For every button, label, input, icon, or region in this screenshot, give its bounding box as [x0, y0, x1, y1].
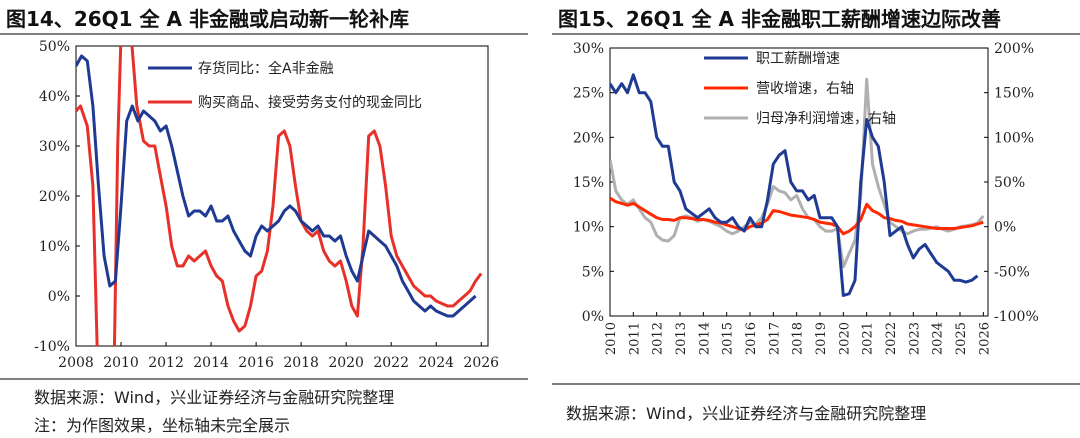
left-y-tick-label: 30%: [39, 139, 70, 155]
left-plot-frame: [75, 45, 489, 347]
right-source-note: 数据来源：Wind，兴业证券经济与金融研究院整理: [566, 404, 927, 423]
left-x-tick-label: 2012: [148, 355, 184, 371]
right-x-tick-label: 2026: [977, 322, 992, 355]
right-x-tick-label: 2011: [627, 322, 642, 355]
left-x-tick-label: 2018: [283, 355, 319, 371]
right-x-tick-label: 2019: [814, 322, 829, 355]
left-chart: -10% 0% 10% 20% 30% 40% 50% 2008 2010 2012 2014 201…: [34, 39, 499, 371]
right-x-tick-label: 2012: [651, 322, 666, 355]
left-x-tick-label: 2024: [418, 355, 454, 371]
wage-series-line: [610, 73, 979, 297]
right-right-y-tick-label: 150%: [994, 86, 1034, 102]
left-x-tick-label: 2022: [373, 355, 409, 371]
left-y-tick-label: 0%: [48, 289, 70, 305]
cash-payment-series-line: [76, 46, 483, 346]
right-title-rule: [552, 33, 1080, 35]
left-x-tick-label: 2008: [58, 355, 94, 371]
left-y-tick-label: 50%: [39, 39, 70, 55]
left-chart-title: 图14、26Q1 全 A 非金融或启动新一轮补库: [6, 7, 409, 31]
right-x-tick-label: 2025: [954, 322, 969, 355]
right-x-tick-label: 2013: [674, 322, 689, 355]
right-left-y-tick-label: 20%: [573, 130, 604, 146]
right-right-y-tick-label: -100%: [994, 309, 1039, 325]
right-left-y-tick-label: 5%: [582, 264, 604, 280]
right-x-tick-label: 2016: [744, 322, 759, 355]
right-right-y-tick-label: 100%: [994, 130, 1034, 146]
left-x-tick-label: 2014: [193, 355, 229, 371]
right-right-y-tick-label: 200%: [994, 41, 1034, 57]
right-right-y-tick-label: -50%: [994, 264, 1030, 280]
right-left-y-tick-label: 0%: [582, 309, 604, 325]
right-x-tick-label: 2017: [767, 322, 782, 355]
left-axis-note: 注：为作图效果，坐标轴未完全展示: [34, 416, 291, 435]
left-x-tick-label: 2010: [103, 355, 139, 371]
right-left-y-tick-label: 25%: [573, 86, 604, 102]
left-x-tick-label: 2026: [463, 355, 499, 371]
right-bottom-rule: [552, 383, 1080, 385]
right-right-y-tick-label: 0%: [994, 220, 1016, 236]
right-left-y-tick-label: 15%: [573, 175, 604, 191]
left-x-tick-label: 2020: [328, 355, 364, 371]
left-bottom-rule: [0, 378, 528, 380]
right-x-tick-label: 2010: [604, 322, 619, 355]
left-y-tick-label: 40%: [39, 89, 70, 105]
right-x-tick-label: 2023: [907, 322, 922, 355]
right-x-tick-label: 2015: [721, 322, 736, 355]
left-title-rule: [0, 33, 528, 35]
right-legend-label: 职工薪酬增速: [756, 51, 840, 67]
right-x-tick-label: 2022: [884, 322, 899, 355]
left-y-tick-label: 20%: [39, 189, 70, 205]
right-x-tick-label: 2021: [861, 322, 876, 355]
right-right-y-tick-label: 50%: [994, 175, 1025, 191]
left-source-note: 数据来源：Wind，兴业证券经济与金融研究院整理: [34, 388, 395, 407]
right-legend-label: 营收增速，右轴: [756, 81, 854, 97]
right-chart-title: 图15、26Q1 全 A 非金融职工薪酬增速边际改善: [558, 7, 1001, 31]
left-legend-label: 购买商品、接受劳务支付的现金同比: [198, 94, 422, 111]
revenue-series-line: [610, 196, 984, 236]
right-x-tick-label: 2024: [931, 322, 946, 355]
inventory-series-line: [76, 54, 477, 318]
profit-series-line: [610, 77, 985, 269]
right-left-y-tick-label: 10%: [573, 220, 604, 236]
left-y-tick-label: 10%: [39, 239, 70, 255]
left-panel: 图14、26Q1 全 A 非金融或启动新一轮补库 -10% 0% 10% 20% 30%…: [0, 0, 528, 438]
right-legend-label: 归母净利润增速，右轴: [756, 110, 896, 127]
right-panel: 图15、26Q1 全 A 非金融职工薪酬增速边际改善 0% 5% 10% 15% 20%…: [552, 0, 1080, 438]
right-x-tick-label: 2018: [791, 322, 806, 355]
right-left-y-tick-label: 30%: [573, 41, 604, 57]
right-chart: 0% 5% 10% 15% 20% 25% 30% -100% -50% 0% 50% 100% 150…: [573, 41, 1039, 355]
left-legend-label: 存货同比：全A非金融: [198, 60, 334, 77]
right-x-tick-label: 2020: [837, 322, 852, 355]
right-x-tick-label: 2014: [697, 322, 712, 355]
left-x-tick-label: 2016: [238, 355, 274, 371]
left-y-tick-label: -10%: [34, 339, 70, 355]
